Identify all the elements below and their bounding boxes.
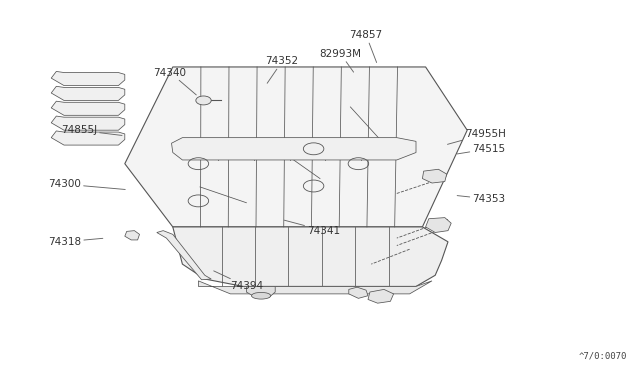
Text: 74353: 74353 [457, 194, 506, 204]
Polygon shape [172, 138, 416, 160]
Text: 74515: 74515 [457, 144, 506, 154]
Polygon shape [368, 289, 394, 303]
Polygon shape [246, 286, 275, 298]
Polygon shape [173, 227, 448, 286]
Polygon shape [349, 287, 368, 298]
Polygon shape [51, 131, 125, 145]
Polygon shape [51, 116, 125, 130]
Text: 74855J: 74855J [61, 125, 122, 135]
Text: 74341: 74341 [284, 220, 340, 235]
Text: 74340: 74340 [154, 68, 196, 95]
Text: ^7/0:0070: ^7/0:0070 [579, 352, 627, 361]
Polygon shape [198, 281, 432, 294]
Text: 82993M: 82993M [319, 49, 362, 72]
Text: 74394: 74394 [214, 271, 264, 291]
Ellipse shape [252, 292, 271, 299]
Polygon shape [426, 218, 451, 232]
Text: 74318: 74318 [48, 237, 103, 247]
Text: 74857: 74857 [349, 31, 383, 62]
Circle shape [196, 96, 211, 105]
Polygon shape [422, 169, 447, 183]
Text: 74300: 74300 [48, 179, 125, 189]
Polygon shape [157, 231, 211, 280]
Polygon shape [125, 67, 467, 227]
Polygon shape [51, 86, 125, 100]
Polygon shape [51, 71, 125, 86]
Polygon shape [125, 231, 140, 240]
Text: 74352: 74352 [266, 57, 299, 83]
Polygon shape [51, 101, 125, 115]
Text: 74955H: 74955H [447, 129, 506, 144]
